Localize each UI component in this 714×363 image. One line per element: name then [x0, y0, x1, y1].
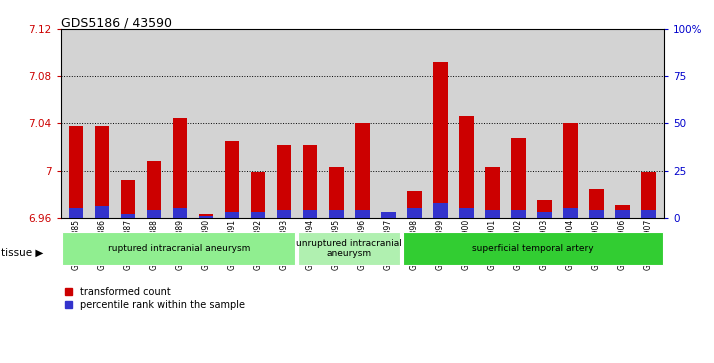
- Bar: [277, 210, 291, 218]
- Bar: [174, 208, 188, 218]
- Text: superficial temporal artery: superficial temporal artery: [472, 244, 593, 253]
- Bar: [277, 144, 291, 218]
- Text: ruptured intracranial aneurysm: ruptured intracranial aneurysm: [108, 244, 250, 253]
- Bar: [589, 210, 603, 218]
- Bar: [69, 208, 84, 218]
- Bar: [174, 118, 188, 218]
- Bar: [511, 138, 526, 218]
- Bar: [329, 167, 343, 218]
- Bar: [486, 167, 500, 218]
- Bar: [641, 210, 655, 218]
- Bar: [433, 203, 448, 218]
- Bar: [615, 205, 630, 218]
- Bar: [147, 210, 161, 218]
- Bar: [615, 210, 630, 218]
- Bar: [486, 210, 500, 218]
- Bar: [95, 126, 109, 218]
- Text: GDS5186 / 43590: GDS5186 / 43590: [61, 16, 171, 29]
- Bar: [121, 180, 136, 218]
- Text: unruptured intracranial
aneurysm: unruptured intracranial aneurysm: [296, 239, 402, 258]
- Bar: [459, 116, 473, 218]
- Bar: [329, 210, 343, 218]
- FancyBboxPatch shape: [298, 232, 401, 265]
- Bar: [355, 210, 370, 218]
- Legend: transformed count, percentile rank within the sample: transformed count, percentile rank withi…: [61, 283, 249, 314]
- Bar: [95, 207, 109, 218]
- Bar: [303, 210, 318, 218]
- Bar: [381, 212, 396, 218]
- Bar: [537, 212, 551, 218]
- Bar: [303, 144, 318, 218]
- Bar: [563, 208, 578, 218]
- Bar: [407, 208, 421, 218]
- Bar: [199, 216, 213, 218]
- Bar: [199, 214, 213, 218]
- Bar: [147, 161, 161, 218]
- Bar: [459, 208, 473, 218]
- Bar: [589, 189, 603, 218]
- Bar: [355, 123, 370, 218]
- Bar: [69, 126, 84, 218]
- Bar: [251, 172, 266, 218]
- Bar: [121, 214, 136, 218]
- Text: tissue ▶: tissue ▶: [1, 247, 44, 257]
- Bar: [225, 212, 239, 218]
- FancyBboxPatch shape: [403, 232, 663, 265]
- Bar: [381, 212, 396, 218]
- FancyBboxPatch shape: [62, 232, 296, 265]
- Bar: [641, 172, 655, 218]
- Bar: [225, 141, 239, 218]
- Bar: [511, 210, 526, 218]
- Bar: [433, 62, 448, 218]
- Bar: [407, 191, 421, 218]
- Bar: [251, 212, 266, 218]
- Bar: [563, 123, 578, 218]
- Bar: [537, 200, 551, 218]
